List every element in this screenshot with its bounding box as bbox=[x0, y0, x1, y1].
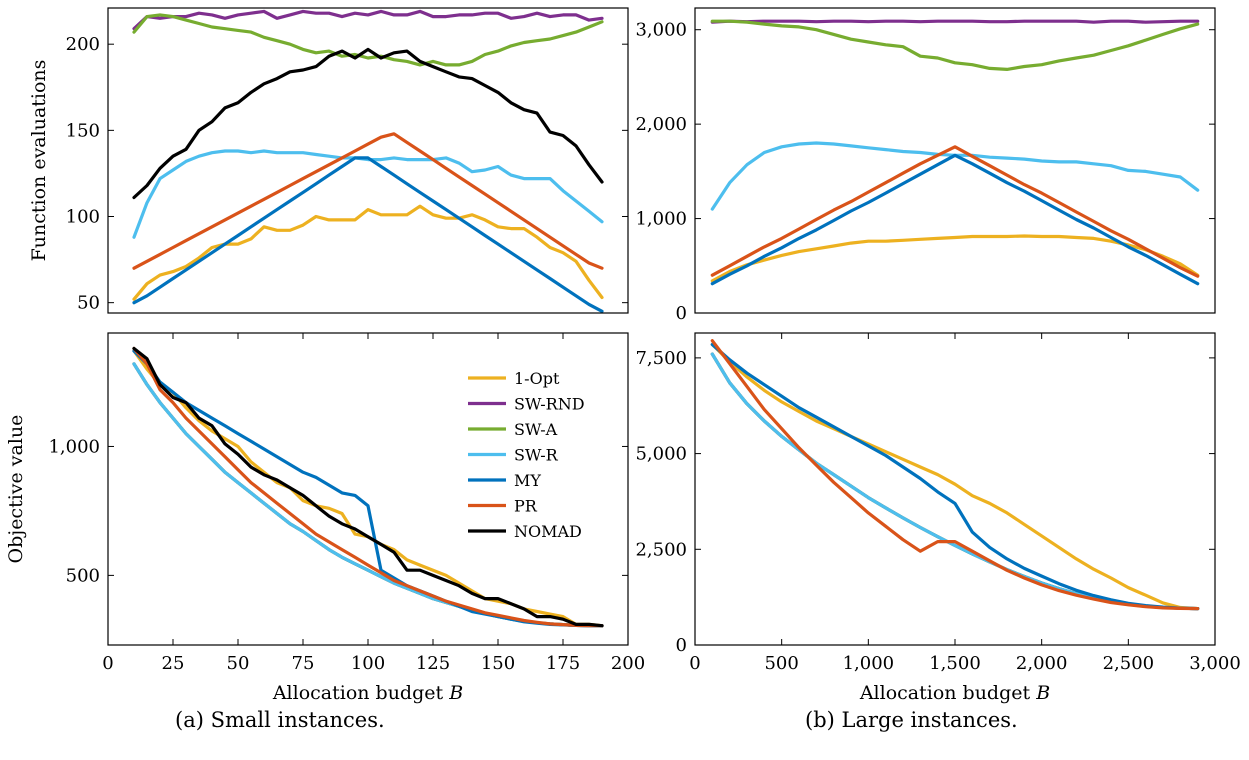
small-objective-xtick-label: 200 bbox=[611, 653, 645, 674]
large-objective-ytick-label: 2,500 bbox=[635, 539, 687, 560]
small-objective-ylabel: Objective value bbox=[5, 415, 27, 564]
caption-large-instances: (b) Large instances. bbox=[805, 708, 1018, 732]
small-evals-frame bbox=[107, 7, 629, 314]
small-evals-ytick-label: 50 bbox=[77, 293, 100, 314]
small-objective-xtick-label: 25 bbox=[162, 653, 185, 674]
small-objective-xtick-label: 50 bbox=[227, 653, 250, 674]
small-objective-xtick-label: 0 bbox=[102, 653, 113, 674]
large-evals-frame bbox=[694, 7, 1216, 314]
large-objective-xtick-label: 1,000 bbox=[843, 653, 895, 674]
legend-label-my: MY bbox=[514, 471, 541, 490]
small-evals-ytick-label: 200 bbox=[66, 34, 100, 55]
large-evals-ytick-label: 1,000 bbox=[635, 209, 687, 230]
large-objective-series-sw-a bbox=[710, 352, 1200, 611]
large-evals-series-1-opt bbox=[710, 234, 1200, 283]
caption-small-instances: (a) Small instances. bbox=[175, 708, 385, 732]
legend-label-sw-a: SW-A bbox=[514, 420, 558, 439]
small-evals-series-nomad bbox=[132, 47, 604, 200]
legend-label-sw-r: SW-R bbox=[514, 446, 559, 465]
large-evals-ytick-label: 2,000 bbox=[635, 114, 687, 135]
small-objective-xtick-label: 150 bbox=[481, 653, 515, 674]
large-objective-xtick-label: 0 bbox=[689, 653, 700, 674]
small-objective-ytick-label: 500 bbox=[66, 565, 100, 586]
large-objective-xtick-label: 3,000 bbox=[1189, 653, 1241, 674]
large-objective-ytick-label: 7,500 bbox=[635, 348, 687, 369]
small-objective-series-pr bbox=[132, 346, 604, 628]
large-evals-series-sw-r bbox=[710, 141, 1200, 211]
small-evals-ytick-label: 150 bbox=[66, 120, 100, 141]
small-objective-xtick-label: 75 bbox=[292, 653, 315, 674]
small-objective-xlabel: Allocation budget B bbox=[272, 682, 463, 704]
large-evals-ytick-label: 0 bbox=[676, 303, 687, 324]
small-objective-xtick-label: 125 bbox=[416, 653, 450, 674]
large-objective-series-pr bbox=[710, 339, 1200, 611]
large-objective-frame bbox=[694, 332, 1216, 646]
large-evals-series-sw-a bbox=[710, 19, 1200, 71]
large-objective-xtick-label: 2,500 bbox=[1103, 653, 1155, 674]
large-objective-xtick-label: 500 bbox=[764, 653, 798, 674]
small-evals-ytick-label: 100 bbox=[66, 207, 100, 228]
legend-label-1-opt: 1-Opt bbox=[514, 369, 560, 388]
legend-label-sw-rnd: SW-RND bbox=[514, 395, 585, 414]
large-evals-series-pr bbox=[710, 145, 1200, 278]
large-objective-xtick-label: 2,000 bbox=[1016, 653, 1068, 674]
small-objective-ytick-label: 1,000 bbox=[48, 436, 100, 457]
small-evals-series-my bbox=[132, 156, 604, 313]
small-evals-series-sw-rnd bbox=[132, 9, 604, 31]
small-objective-xtick-label: 175 bbox=[546, 653, 580, 674]
small-objective-series-nomad bbox=[132, 346, 604, 628]
large-objective-series-sw-rnd bbox=[710, 352, 1200, 611]
large-evals-series-my bbox=[710, 153, 1200, 286]
large-objective-ytick-label: 5,000 bbox=[635, 444, 687, 465]
legend-label-pr: PR bbox=[514, 497, 538, 516]
large-evals-ytick-label: 3,000 bbox=[635, 20, 687, 41]
large-objective-ytick-label: 0 bbox=[676, 635, 687, 656]
large-objective-xlabel: Allocation budget B bbox=[859, 682, 1050, 704]
large-objective-xtick-label: 1,500 bbox=[929, 653, 981, 674]
small-evals-series-1-opt bbox=[132, 204, 604, 301]
large-evals-series-sw-rnd bbox=[710, 19, 1200, 24]
small-evals-ylabel: Function evaluations bbox=[28, 60, 50, 262]
small-evals-series-sw-a bbox=[132, 13, 604, 67]
small-evals-series-pr bbox=[132, 132, 604, 270]
large-objective-series-sw-r bbox=[710, 352, 1200, 611]
large-objective-series-my bbox=[710, 342, 1200, 611]
large-objective-series-1-opt bbox=[710, 342, 1200, 611]
small-objective-xtick-label: 100 bbox=[351, 653, 385, 674]
legend-label-nomad: NOMAD bbox=[514, 522, 582, 541]
